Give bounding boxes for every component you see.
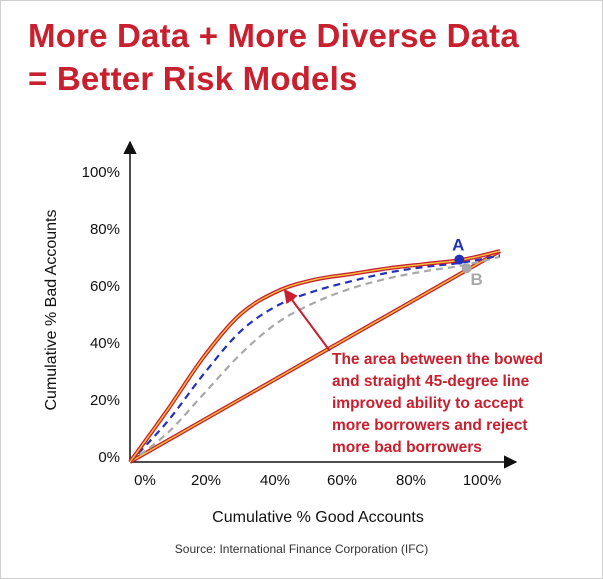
annotation-line: improved ability to accept [332, 395, 523, 412]
y-tick-label: 100% [82, 164, 120, 181]
annotation-arrow [283, 288, 331, 352]
point-b-marker [461, 263, 472, 274]
x-axis-label: Cumulative % Good Accounts [212, 509, 424, 526]
chart-title-line-1: More Data + More Diverse Data [28, 17, 519, 54]
annotation-line: more borrowers and reject [332, 417, 528, 434]
straight-45-degree-line-highlight [129, 250, 501, 463]
y-tick-label: 0% [98, 449, 120, 466]
model-b-curve [129, 255, 501, 463]
x-tick-labels: 0% 20% 40% 60% 80% 100% [134, 472, 501, 489]
model-a-curve [129, 254, 501, 463]
point-a-marker [454, 254, 465, 265]
series-layer [128, 249, 501, 464]
chart-title-line-2: = Better Risk Models [28, 60, 358, 97]
x-tick-label: 40% [260, 472, 290, 489]
point-a-label: A [452, 236, 464, 255]
annotation-text: The area between the bowed and straight … [332, 351, 543, 456]
point-b-label: B [471, 270, 483, 289]
bowed-curve-highlight [129, 250, 501, 463]
y-tick-label: 20% [90, 392, 120, 409]
x-tick-label: 0% [134, 472, 156, 489]
chart-title: More Data + More Diverse Data = Better R… [28, 14, 598, 100]
x-tick-label: 100% [463, 472, 501, 489]
source-note: Source: International Finance Corporatio… [174, 542, 429, 556]
y-tick-label: 40% [90, 335, 120, 352]
annotation-line: The area between the bowed [332, 351, 543, 368]
y-axis-label: Cumulative % Bad Accounts [43, 210, 60, 411]
y-tick-label: 80% [90, 221, 120, 238]
annotation-line: more bad borrowers [332, 439, 482, 456]
annotation-line: and straight 45-degree line [332, 373, 530, 390]
x-tick-label: 60% [327, 472, 357, 489]
y-tick-label: 60% [90, 278, 120, 295]
y-tick-labels: 0% 20% 40% 60% 80% 100% [82, 164, 120, 466]
x-tick-label: 20% [191, 472, 221, 489]
x-tick-label: 80% [396, 472, 426, 489]
